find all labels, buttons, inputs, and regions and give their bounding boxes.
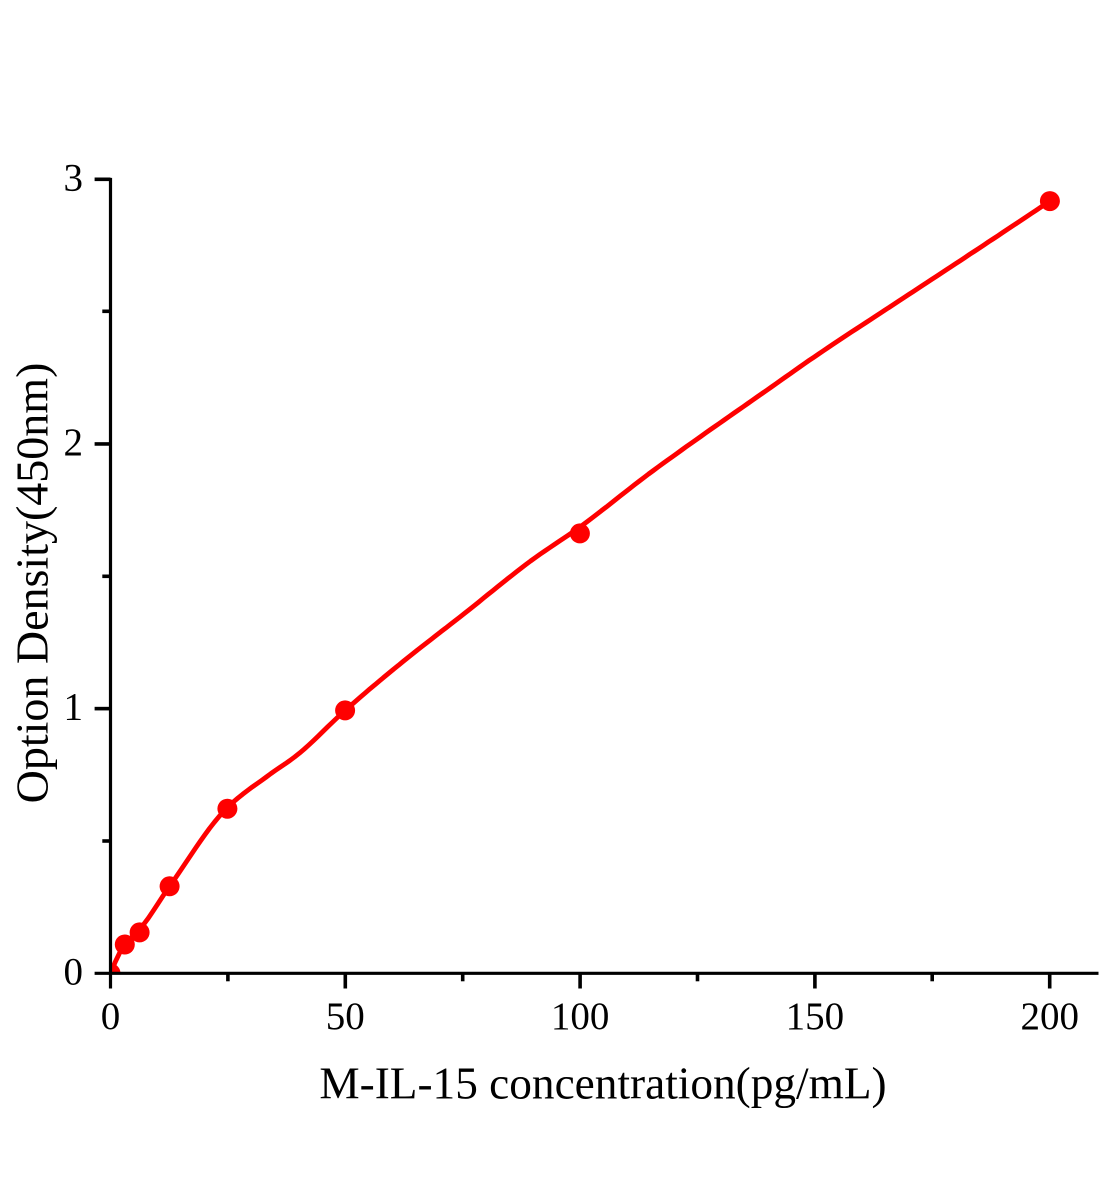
svg-text:100: 100 — [551, 995, 610, 1038]
svg-text:Option Density(450nm): Option Density(450nm) — [7, 363, 58, 804]
svg-text:0: 0 — [64, 950, 84, 993]
svg-text:3: 3 — [64, 156, 84, 199]
svg-text:200: 200 — [1020, 995, 1079, 1038]
svg-text:150: 150 — [786, 995, 845, 1038]
svg-text:2: 2 — [64, 421, 84, 464]
svg-text:0: 0 — [101, 995, 121, 1038]
svg-text:1: 1 — [64, 686, 84, 729]
svg-text:M-IL-15 concentration(pg/mL): M-IL-15 concentration(pg/mL) — [319, 1058, 886, 1108]
svg-text:50: 50 — [326, 995, 365, 1038]
